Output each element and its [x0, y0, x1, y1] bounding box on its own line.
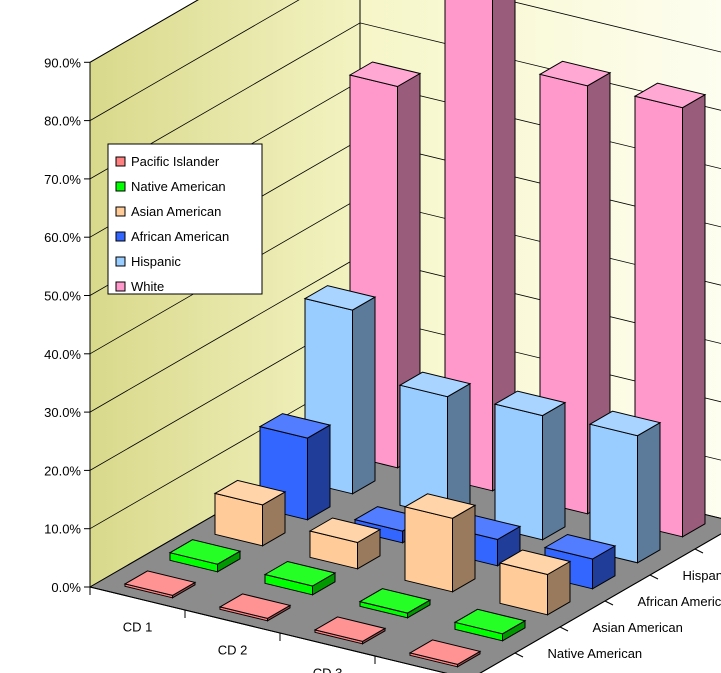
- gridline: [89, 22, 721, 180]
- bar: [444, 0, 516, 492]
- series-axis-label: African American: [638, 594, 721, 609]
- bar: [358, 588, 432, 619]
- y-tick-label: 90.0%: [44, 55, 81, 70]
- y-tick-label: 20.0%: [44, 463, 81, 478]
- y-tick-label: 50.0%: [44, 289, 81, 304]
- legend-label: White: [131, 279, 164, 294]
- bar: [403, 493, 477, 593]
- gridline: [89, 0, 721, 121]
- y-tick-label: 60.0%: [44, 230, 81, 245]
- y-tick-label: 40.0%: [44, 347, 81, 362]
- x-axis-ticks: CD 1CD 2CD 3Nevada: [89, 586, 448, 673]
- bar: [313, 616, 387, 645]
- bar: [168, 539, 242, 573]
- bar: [213, 479, 287, 547]
- legend-swatch: [115, 206, 126, 217]
- y-tick-label: 10.0%: [44, 522, 81, 537]
- legend-swatch: [115, 156, 126, 167]
- legend-swatch: [115, 181, 126, 192]
- legend-label: Asian American: [131, 204, 221, 219]
- bar: [123, 570, 197, 599]
- legend-swatch: [115, 281, 126, 292]
- legend-label: Pacific Islander: [131, 154, 220, 169]
- x-tick-label: CD 2: [218, 643, 248, 658]
- x-tick-label: CD 3: [313, 666, 343, 673]
- legend-box: [107, 143, 263, 295]
- bar: [498, 549, 572, 616]
- legend-label: African American: [131, 229, 229, 244]
- legend-label: Hispanic: [131, 254, 181, 269]
- series-axis-label: Native American: [548, 646, 643, 661]
- legend-swatch: [115, 231, 126, 242]
- bar: [588, 410, 662, 564]
- depth-tick-mark: [649, 574, 659, 580]
- depth-tick-mark: [559, 626, 569, 632]
- y-axis-ticks: 0.0% 10.0% 20.0% 30.0% 40.0% 50.0% 60.0% 70.0% 8…: [44, 55, 90, 595]
- y-tick-label: 30.0%: [44, 405, 81, 420]
- x-tick-label: CD 1: [123, 620, 153, 635]
- series-axis-label: Asian American: [593, 620, 683, 635]
- series-axis-label: Hispanic: [683, 568, 721, 583]
- depth-tick-mark: [694, 548, 704, 554]
- bar: [453, 608, 527, 642]
- y-tick-label: 70.0%: [44, 172, 81, 187]
- gridline: [89, 0, 199, 63]
- bar: [218, 593, 292, 622]
- depth-tick-mark: [514, 652, 524, 658]
- depth-tick-mark: [604, 600, 614, 606]
- legend-label: Native American: [131, 179, 226, 194]
- y-tick-label: 0.0%: [51, 580, 81, 595]
- legend-swatch: [115, 256, 126, 267]
- bars: [123, 0, 707, 668]
- bar: [493, 390, 567, 541]
- bar: [398, 371, 472, 518]
- y-tick-label: 80.0%: [44, 114, 81, 129]
- legend: Pacific Islander Native American Asian Ame…: [107, 143, 263, 295]
- bar: [408, 639, 482, 668]
- bar: [308, 517, 382, 570]
- bar: [263, 560, 337, 596]
